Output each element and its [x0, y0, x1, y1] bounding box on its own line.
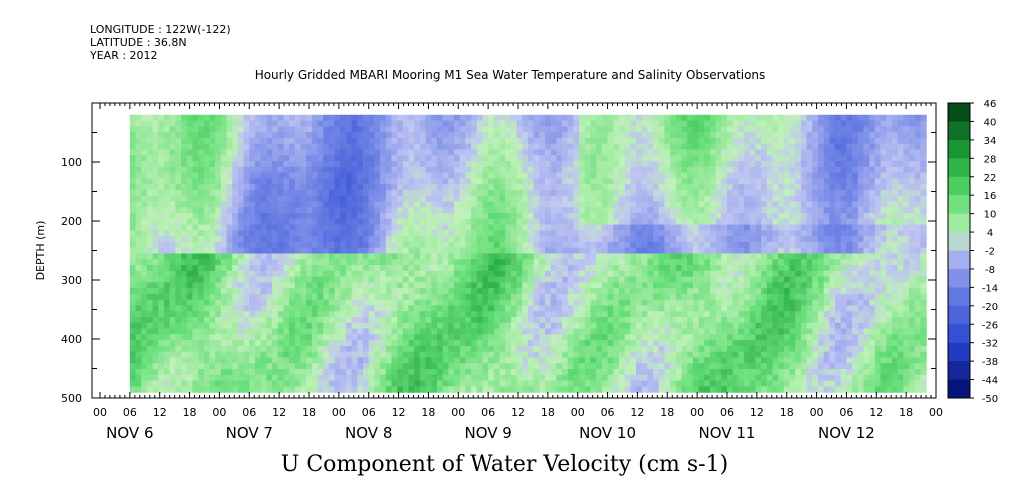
latitude-label: LATITUDE : 36.8N: [90, 36, 187, 49]
longitude-label: LONGITUDE : 122W(-122): [90, 23, 231, 36]
chart-title: Hourly Gridded MBARI Mooring M1 Sea Wate…: [254, 68, 766, 82]
year-label: YEAR : 2012: [90, 49, 158, 62]
heatmap-field: [129, 114, 927, 393]
